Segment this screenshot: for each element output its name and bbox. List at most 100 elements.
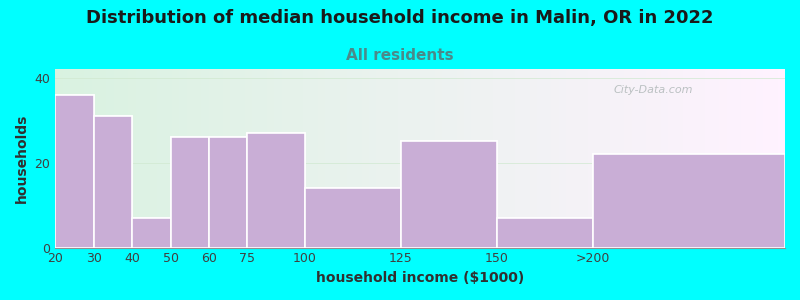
Bar <box>625 69 632 248</box>
Bar <box>464 69 471 248</box>
Bar <box>602 69 610 248</box>
Bar <box>734 69 742 248</box>
Bar <box>398 69 406 248</box>
Bar <box>99 69 106 248</box>
Text: Distribution of median household income in Malin, OR in 2022: Distribution of median household income … <box>86 9 714 27</box>
Bar <box>326 69 333 248</box>
Bar <box>209 137 247 247</box>
Bar <box>62 69 70 248</box>
Bar <box>544 69 551 248</box>
Text: All residents: All residents <box>346 48 454 63</box>
Bar <box>617 69 625 248</box>
Bar <box>401 141 497 247</box>
Bar <box>501 69 508 248</box>
Bar <box>55 94 94 248</box>
Bar <box>530 69 537 248</box>
Bar <box>778 69 785 248</box>
Bar <box>726 69 734 248</box>
Y-axis label: households: households <box>15 114 29 203</box>
Text: City-Data.com: City-Data.com <box>614 85 694 95</box>
Bar <box>282 69 289 248</box>
Bar <box>661 69 668 248</box>
Bar <box>593 154 785 248</box>
Bar <box>92 69 99 248</box>
Bar <box>434 69 442 248</box>
Bar <box>719 69 726 248</box>
Bar <box>150 69 158 248</box>
Bar <box>646 69 654 248</box>
Bar <box>413 69 420 248</box>
Bar <box>170 137 209 247</box>
Bar <box>420 69 427 248</box>
Bar <box>289 69 296 248</box>
Bar <box>194 69 202 248</box>
Bar <box>303 69 310 248</box>
Bar <box>698 69 705 248</box>
Bar <box>202 69 209 248</box>
Bar <box>486 69 493 248</box>
Bar <box>478 69 486 248</box>
Bar <box>230 69 238 248</box>
Bar <box>132 218 170 247</box>
Bar <box>143 69 150 248</box>
Bar <box>94 116 132 248</box>
Bar <box>347 69 354 248</box>
Bar <box>172 69 179 248</box>
Bar <box>497 218 593 247</box>
Bar <box>581 69 588 248</box>
Bar <box>296 69 303 248</box>
Bar <box>639 69 646 248</box>
Bar <box>55 69 62 248</box>
Bar <box>260 69 267 248</box>
Bar <box>493 69 501 248</box>
Bar <box>566 69 574 248</box>
Bar <box>401 141 497 247</box>
Bar <box>77 69 85 248</box>
Bar <box>247 133 305 248</box>
Bar <box>690 69 698 248</box>
Bar <box>158 69 165 248</box>
Bar <box>114 69 121 248</box>
Bar <box>94 116 132 248</box>
Bar <box>252 69 260 248</box>
Bar <box>362 69 369 248</box>
Bar <box>522 69 530 248</box>
Bar <box>595 69 602 248</box>
Bar <box>247 133 305 248</box>
Bar <box>610 69 617 248</box>
Bar <box>654 69 661 248</box>
Bar <box>391 69 398 248</box>
Bar <box>85 69 92 248</box>
Bar <box>165 69 172 248</box>
Bar <box>406 69 413 248</box>
Bar <box>742 69 749 248</box>
Bar <box>106 69 114 248</box>
Bar <box>223 69 230 248</box>
Bar <box>668 69 675 248</box>
Bar <box>770 69 778 248</box>
Bar <box>632 69 639 248</box>
Bar <box>354 69 362 248</box>
Bar <box>508 69 515 248</box>
Bar <box>170 137 209 247</box>
Bar <box>683 69 690 248</box>
Bar <box>310 69 318 248</box>
Bar <box>558 69 566 248</box>
Bar <box>675 69 683 248</box>
Bar <box>705 69 712 248</box>
Bar <box>537 69 544 248</box>
Bar <box>471 69 478 248</box>
Bar <box>593 154 785 248</box>
Bar <box>267 69 274 248</box>
Bar <box>305 188 401 247</box>
Bar <box>333 69 340 248</box>
X-axis label: household income ($1000): household income ($1000) <box>316 271 524 285</box>
Bar <box>450 69 457 248</box>
Bar <box>318 69 326 248</box>
Bar <box>128 69 135 248</box>
Bar <box>515 69 522 248</box>
Bar <box>340 69 347 248</box>
Bar <box>132 218 170 247</box>
Bar <box>442 69 450 248</box>
Bar <box>216 69 223 248</box>
